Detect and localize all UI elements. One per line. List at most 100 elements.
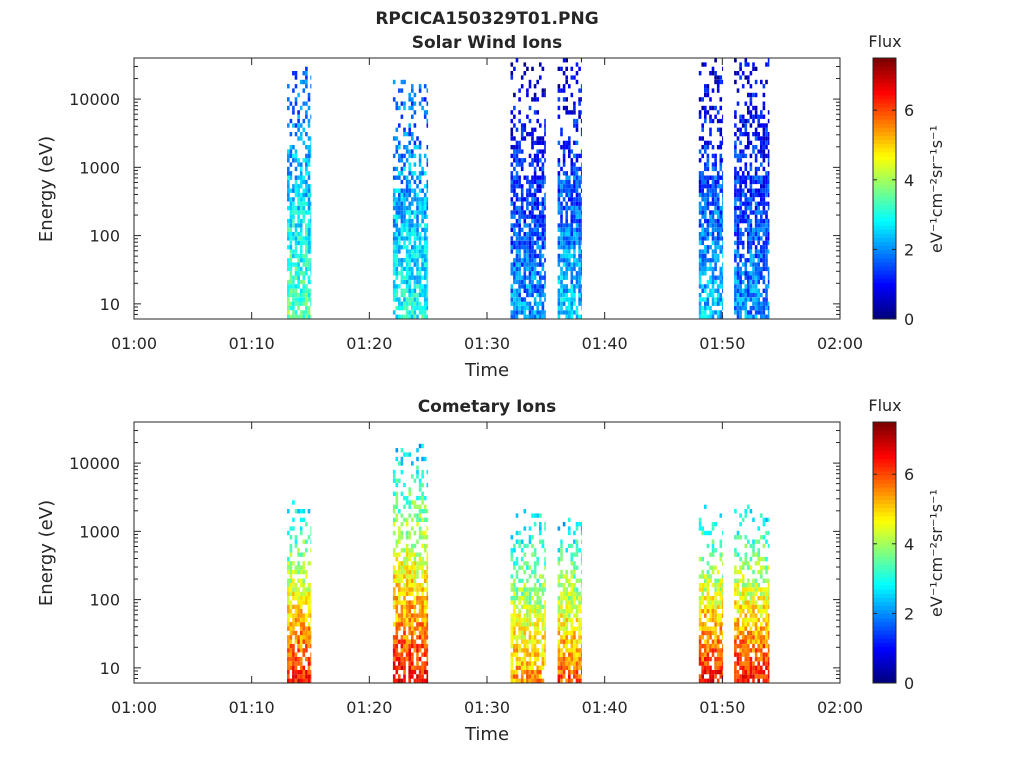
heatmap-cell — [299, 643, 303, 649]
heatmap-cell — [722, 604, 724, 609]
heatmap-cell — [539, 249, 542, 254]
heatmap-cell — [568, 600, 571, 605]
heatmap-cell — [541, 648, 545, 653]
heatmap-cell — [714, 153, 717, 159]
heatmap-cell — [408, 583, 411, 588]
heatmap-cell — [562, 258, 566, 263]
heatmap-cell — [287, 179, 290, 185]
heatmap-cell — [533, 232, 537, 237]
heatmap-cell — [416, 197, 419, 202]
heatmap-cell — [289, 613, 293, 618]
heatmap-cell — [297, 275, 300, 280]
heatmap-cell — [714, 258, 717, 263]
heatmap-cell — [426, 552, 429, 557]
heatmap-cell — [398, 314, 401, 319]
heatmap-cell — [513, 214, 516, 219]
heatmap-cell — [762, 604, 766, 609]
heatmap-cell — [565, 66, 568, 71]
heatmap-cell — [560, 665, 563, 670]
heatmap-cell — [418, 626, 422, 631]
heatmap-cell — [398, 583, 401, 588]
colorbar-segment — [873, 220, 896, 226]
heatmap-cell — [418, 284, 422, 289]
heatmap-cell — [528, 214, 532, 219]
heatmap-cell — [701, 271, 704, 276]
heatmap-cell — [562, 236, 566, 241]
heatmap-cell — [716, 583, 720, 588]
heatmap-cell — [575, 171, 579, 176]
heatmap-cell — [560, 192, 563, 198]
heatmap-cell — [411, 574, 414, 579]
heatmap-cell — [533, 574, 537, 579]
heatmap-cell — [405, 530, 409, 536]
heatmap-cell — [305, 245, 308, 250]
heatmap-cell — [418, 600, 422, 605]
heatmap-cell — [408, 587, 411, 592]
heatmap-cell — [307, 262, 311, 267]
heatmap-cell — [310, 249, 312, 254]
heatmap-cell — [580, 253, 582, 259]
heatmap-cell — [297, 192, 300, 198]
heatmap-cell — [568, 648, 571, 653]
heatmap-cell — [719, 218, 723, 224]
heatmap-cell — [578, 617, 581, 623]
heatmap-cell — [423, 192, 427, 198]
heatmap-cell — [513, 136, 516, 141]
heatmap-cell — [539, 292, 542, 298]
heatmap-cell — [736, 552, 740, 557]
heatmap-cell — [400, 548, 404, 553]
heatmap-cell — [423, 496, 427, 501]
heatmap-cell — [722, 205, 724, 211]
heatmap-cell — [757, 258, 760, 263]
heatmap-cell — [744, 543, 748, 549]
heatmap-cell — [395, 305, 399, 311]
heatmap-cell — [403, 496, 406, 501]
heatmap-cell — [513, 600, 516, 605]
heatmap-cell — [578, 591, 581, 596]
heatmap-cell — [408, 292, 411, 298]
heatmap-cell — [714, 656, 717, 662]
heatmap-cell — [570, 591, 574, 596]
heatmap-cell — [515, 613, 519, 618]
heatmap-cell — [307, 249, 311, 254]
heatmap-cell — [565, 266, 568, 272]
heatmap-cell — [557, 556, 561, 562]
heatmap-cell — [711, 297, 715, 302]
heatmap-cell — [767, 622, 770, 627]
heatmap-cell — [709, 201, 712, 206]
heatmap-cell — [528, 591, 532, 596]
heatmap-cell — [533, 249, 537, 254]
heatmap-cell — [289, 604, 293, 609]
heatmap-cell — [714, 288, 717, 293]
heatmap-cell — [403, 223, 406, 228]
heatmap-cell — [297, 271, 300, 276]
heatmap-cell — [741, 305, 745, 311]
heatmap-cell — [701, 284, 704, 289]
heatmap-cell — [287, 561, 290, 566]
heatmap-cell — [398, 539, 401, 544]
heatmap-cell — [405, 643, 409, 649]
x-tick-label: 01:10 — [229, 334, 275, 353]
heatmap-cell — [413, 214, 417, 219]
heatmap-cell — [709, 578, 712, 583]
heatmap-cell — [698, 622, 702, 627]
heatmap-cell — [706, 175, 710, 180]
heatmap-cell — [578, 240, 581, 246]
heatmap-cell — [714, 310, 717, 315]
heatmap-cell — [711, 613, 715, 618]
heatmap-cell — [709, 600, 712, 605]
heatmap-cell — [698, 517, 702, 522]
heatmap-cell — [762, 253, 766, 259]
heatmap-cell — [518, 249, 521, 254]
heatmap-cell — [757, 236, 760, 241]
colorbar-segment — [873, 118, 896, 124]
heatmap-cell — [510, 153, 514, 159]
heatmap-cell — [736, 297, 740, 302]
heatmap-cell — [413, 513, 417, 518]
heatmap-cell — [413, 561, 417, 566]
heatmap-cell — [307, 613, 311, 618]
heatmap-cell — [526, 175, 529, 180]
heatmap-cell — [741, 218, 745, 224]
heatmap-cell — [520, 84, 524, 89]
heatmap-cell — [706, 652, 710, 657]
